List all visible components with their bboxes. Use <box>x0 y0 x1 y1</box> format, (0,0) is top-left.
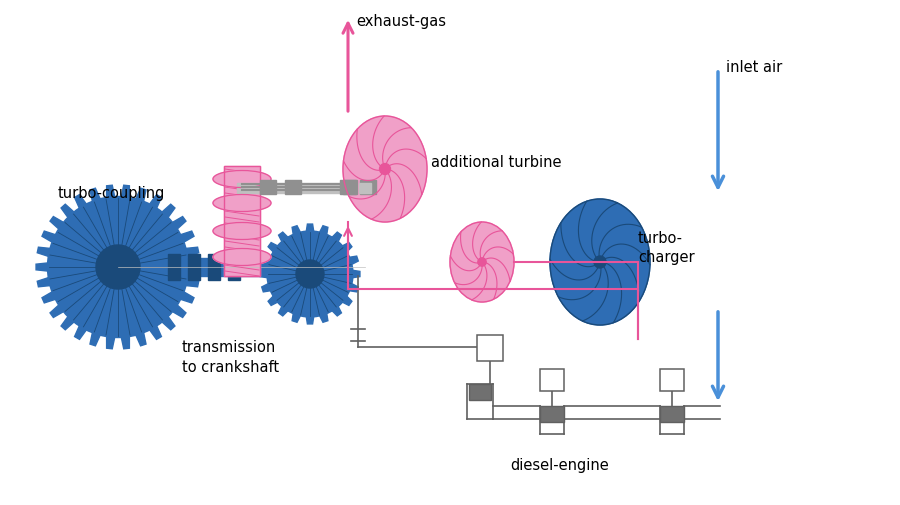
Ellipse shape <box>213 249 271 266</box>
Polygon shape <box>149 195 161 209</box>
Polygon shape <box>268 243 277 252</box>
Ellipse shape <box>213 171 271 188</box>
Polygon shape <box>162 205 175 218</box>
Polygon shape <box>149 326 161 340</box>
Polygon shape <box>106 337 114 349</box>
FancyBboxPatch shape <box>360 181 376 194</box>
Polygon shape <box>262 284 270 292</box>
Polygon shape <box>42 232 55 242</box>
Text: turbo-
charger: turbo- charger <box>638 230 695 265</box>
Polygon shape <box>90 333 100 346</box>
Polygon shape <box>260 271 267 278</box>
Polygon shape <box>349 284 358 292</box>
Polygon shape <box>136 189 146 202</box>
Circle shape <box>96 245 140 289</box>
FancyBboxPatch shape <box>237 184 355 193</box>
Polygon shape <box>37 278 50 287</box>
Polygon shape <box>332 233 341 242</box>
Circle shape <box>478 259 486 267</box>
Polygon shape <box>292 226 301 235</box>
Polygon shape <box>50 306 63 318</box>
Polygon shape <box>306 317 314 324</box>
Polygon shape <box>343 243 352 252</box>
Polygon shape <box>50 217 63 229</box>
Ellipse shape <box>213 195 271 212</box>
FancyBboxPatch shape <box>340 181 356 194</box>
Ellipse shape <box>450 223 514 302</box>
Circle shape <box>380 164 391 175</box>
Polygon shape <box>343 296 352 306</box>
FancyBboxPatch shape <box>118 259 310 276</box>
FancyBboxPatch shape <box>285 181 301 194</box>
Polygon shape <box>61 205 74 218</box>
Polygon shape <box>42 292 55 304</box>
Polygon shape <box>262 257 270 265</box>
FancyBboxPatch shape <box>208 255 220 280</box>
Polygon shape <box>106 186 114 198</box>
Ellipse shape <box>550 199 650 325</box>
Ellipse shape <box>343 117 427 223</box>
Polygon shape <box>181 232 194 242</box>
FancyBboxPatch shape <box>469 384 491 400</box>
FancyBboxPatch shape <box>260 181 276 194</box>
Polygon shape <box>279 307 288 316</box>
Polygon shape <box>188 264 200 272</box>
Polygon shape <box>90 189 100 202</box>
Circle shape <box>48 197 188 338</box>
Polygon shape <box>332 307 341 316</box>
Polygon shape <box>37 247 50 257</box>
Text: additional turbine: additional turbine <box>431 154 562 169</box>
FancyBboxPatch shape <box>477 335 503 361</box>
Polygon shape <box>61 317 74 330</box>
Circle shape <box>267 231 353 317</box>
Polygon shape <box>186 278 199 287</box>
FancyBboxPatch shape <box>228 255 240 280</box>
Polygon shape <box>353 271 360 278</box>
FancyBboxPatch shape <box>224 167 260 276</box>
Circle shape <box>296 261 324 288</box>
FancyBboxPatch shape <box>660 406 684 422</box>
Polygon shape <box>320 314 328 323</box>
Polygon shape <box>122 186 130 198</box>
FancyBboxPatch shape <box>359 184 371 193</box>
Polygon shape <box>122 337 130 349</box>
FancyBboxPatch shape <box>540 369 564 391</box>
Polygon shape <box>292 314 301 323</box>
Polygon shape <box>173 306 186 318</box>
Polygon shape <box>306 225 314 232</box>
Text: transmission
to crankshaft: transmission to crankshaft <box>182 339 279 374</box>
Polygon shape <box>162 317 175 330</box>
Polygon shape <box>279 233 288 242</box>
FancyBboxPatch shape <box>660 369 684 391</box>
Polygon shape <box>36 264 48 272</box>
Text: inlet air: inlet air <box>726 60 782 75</box>
Text: exhaust-gas: exhaust-gas <box>356 14 446 29</box>
Polygon shape <box>186 247 199 257</box>
Polygon shape <box>75 326 86 340</box>
Polygon shape <box>173 217 186 229</box>
Polygon shape <box>268 296 277 306</box>
FancyBboxPatch shape <box>540 406 564 422</box>
Text: diesel-engine: diesel-engine <box>510 457 609 472</box>
FancyBboxPatch shape <box>343 181 357 194</box>
FancyBboxPatch shape <box>168 255 180 280</box>
Polygon shape <box>320 226 328 235</box>
Circle shape <box>594 257 606 269</box>
Ellipse shape <box>213 223 271 240</box>
Text: turbo-coupling: turbo-coupling <box>58 185 166 200</box>
Polygon shape <box>181 292 194 304</box>
Polygon shape <box>136 333 146 346</box>
Polygon shape <box>75 195 86 209</box>
Polygon shape <box>349 257 358 265</box>
FancyBboxPatch shape <box>188 255 200 280</box>
